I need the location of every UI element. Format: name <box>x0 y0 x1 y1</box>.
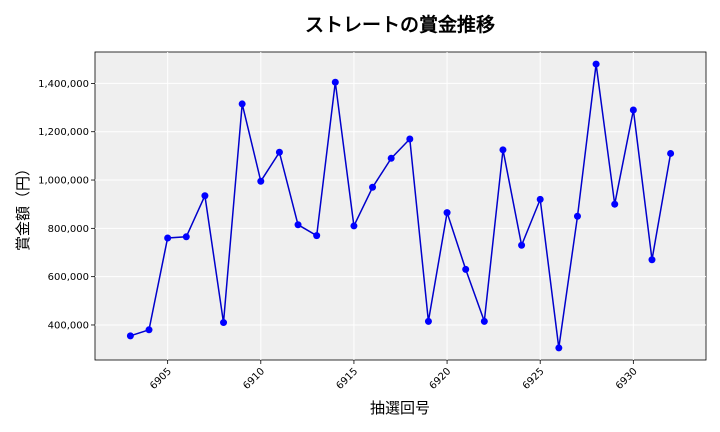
data-point <box>667 149 675 157</box>
data-point <box>126 332 134 340</box>
data-point <box>629 106 637 114</box>
data-point <box>350 222 358 230</box>
y-axis-label: 賞金額（円） <box>14 161 32 251</box>
chart-title: ストレートの賞金推移 <box>305 13 495 36</box>
data-point <box>443 209 451 217</box>
data-point <box>518 241 526 249</box>
data-point <box>182 233 190 241</box>
series-line <box>130 64 672 349</box>
data-point <box>294 221 302 229</box>
x-tick-label: 6930 <box>614 366 640 392</box>
data-point <box>257 177 265 185</box>
data-points <box>126 60 675 352</box>
data-point <box>238 100 246 108</box>
x-tick-label: 6915 <box>335 366 361 392</box>
data-point <box>592 60 600 68</box>
y-tick-label: 1,200,000 <box>38 127 89 138</box>
data-point <box>369 183 377 191</box>
y-tick-label: 600,000 <box>48 272 89 283</box>
x-tick-label: 6905 <box>148 366 174 392</box>
data-point <box>648 256 656 264</box>
grid <box>95 52 706 360</box>
y-tick-label: 800,000 <box>48 224 89 235</box>
data-point <box>573 212 581 220</box>
x-tick-label: 6910 <box>241 366 267 392</box>
y-tick-label: 1,000,000 <box>38 176 89 187</box>
data-point <box>424 317 432 325</box>
x-axis-ticks: 6905 6910 6915 6920 6925 6930 <box>148 360 640 392</box>
x-tick-label: 6925 <box>521 366 547 392</box>
data-point <box>480 317 488 325</box>
plot-area <box>94 51 707 361</box>
y-axis-ticks: 400,000 600,000 800,000 1,000,000 1,200,000 1… <box>38 79 95 331</box>
data-point <box>499 146 507 154</box>
data-point <box>220 319 228 327</box>
data-point <box>555 344 563 352</box>
data-point <box>313 232 321 240</box>
data-point <box>462 265 470 273</box>
data-point <box>145 326 153 334</box>
data-point <box>387 154 395 162</box>
x-tick-label: 6920 <box>428 366 454 392</box>
data-point <box>406 135 414 143</box>
y-tick-label: 400,000 <box>48 320 89 331</box>
data-point <box>201 192 209 200</box>
data-point <box>611 200 619 208</box>
data-point <box>536 195 544 203</box>
data-point <box>331 78 339 86</box>
data-point <box>164 234 172 242</box>
x-axis-label: 抽選回号 <box>370 399 430 417</box>
data-point <box>275 148 283 156</box>
y-tick-label: 1,400,000 <box>38 79 89 90</box>
